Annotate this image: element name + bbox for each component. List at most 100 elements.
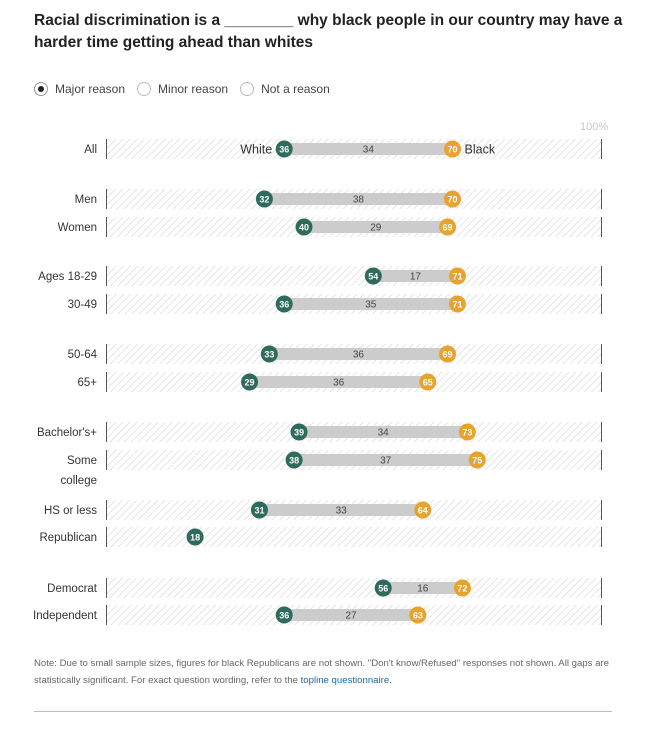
black-dot xyxy=(439,218,457,236)
gap-bar xyxy=(304,221,448,233)
black-dot xyxy=(444,140,461,158)
gap-value-label: 16 xyxy=(417,584,429,595)
row-label: Independent xyxy=(33,610,98,622)
black-dot xyxy=(448,295,466,313)
row-hatch-band xyxy=(106,578,601,598)
white-dot xyxy=(295,218,313,236)
white-dot xyxy=(275,140,293,158)
black-dot xyxy=(419,373,437,391)
gap-value-label: 17 xyxy=(410,272,422,283)
chart-row: Men 38 70 32 xyxy=(75,189,602,209)
white-dot xyxy=(260,345,278,363)
black-value-label: 75 xyxy=(472,455,482,465)
white-dot xyxy=(275,606,293,624)
white-series-label: White xyxy=(240,143,272,157)
gap-value-label: 36 xyxy=(353,350,365,361)
black-value-label: 69 xyxy=(443,222,453,232)
white-dot xyxy=(255,190,273,208)
white-dot xyxy=(285,451,303,469)
radio-checked-icon[interactable] xyxy=(34,82,48,96)
black-value-label: 71 xyxy=(452,271,462,281)
black-dot xyxy=(448,267,466,285)
row-label: 30-49 xyxy=(68,299,97,311)
white-value-label: 33 xyxy=(264,349,274,359)
white-dot xyxy=(275,295,293,313)
gap-bar xyxy=(383,582,463,594)
gap-value-label: 34 xyxy=(378,428,390,439)
black-value-label: 73 xyxy=(462,427,472,437)
white-value-label: 38 xyxy=(289,455,299,465)
white-value-label: 29 xyxy=(245,377,255,387)
black-value-label: 70 xyxy=(447,194,457,204)
gap-value-label: 33 xyxy=(336,506,348,517)
gap-bar xyxy=(299,426,468,438)
radio-unchecked-icon[interactable] xyxy=(137,82,152,96)
chart-row: Women 29 69 40 xyxy=(58,217,602,237)
chart-row: HS or less 33 64 31 xyxy=(44,500,602,520)
topline-questionnaire-link[interactable]: topline questionnaire xyxy=(300,675,390,686)
radio-unchecked-icon[interactable] xyxy=(240,82,255,96)
radio-major-reason-label: Major reason xyxy=(55,82,126,96)
gap-bar xyxy=(264,193,453,205)
chart-row: Democrat 16 72 56 xyxy=(47,578,602,598)
gap-bar xyxy=(249,376,428,388)
white-value-label: 39 xyxy=(294,427,304,437)
gap-value-label: 38 xyxy=(353,195,365,206)
white-value-label: 36 xyxy=(279,299,289,309)
white-value-label: 31 xyxy=(254,505,264,515)
row-label: All xyxy=(84,144,97,156)
row-label: Bachelor's+ xyxy=(37,427,97,439)
black-value-label: 70 xyxy=(447,144,457,154)
chart-row: All 34 70 Black 36 White xyxy=(84,139,602,159)
gap-value-label: 29 xyxy=(370,223,382,234)
white-dot xyxy=(250,501,268,519)
gap-bar xyxy=(259,504,423,516)
gap-bar xyxy=(373,270,458,282)
radio-not-a-reason-label: Not a reason xyxy=(261,82,330,96)
gap-bar xyxy=(284,609,418,621)
white-dot xyxy=(241,373,259,391)
chart-row: Republican 18 xyxy=(39,527,602,547)
chart-row: Bachelor's+ 34 73 39 xyxy=(37,422,602,442)
black-dot xyxy=(409,606,427,624)
row-label: 50-64 xyxy=(68,349,98,361)
gap-value-label: 34 xyxy=(363,145,375,156)
chart-title: Racial discrimination is a ________ why … xyxy=(34,12,623,51)
radio-minor-reason[interactable]: Minor reason xyxy=(137,82,228,96)
black-value-label: 72 xyxy=(457,583,467,593)
black-dot xyxy=(458,423,476,441)
radio-major-reason[interactable]: Major reason xyxy=(34,82,125,96)
black-dot xyxy=(414,501,432,519)
gap-value-label: 35 xyxy=(365,300,377,311)
gap-value-label: 37 xyxy=(380,456,392,467)
white-value-label: 54 xyxy=(368,271,378,281)
white-value-label: 36 xyxy=(279,610,289,620)
black-dot xyxy=(468,451,486,469)
gap-value-label: 36 xyxy=(333,378,345,389)
white-dot xyxy=(374,579,392,597)
white-dot xyxy=(186,528,204,546)
black-value-label: 71 xyxy=(452,299,462,309)
response-radio-group: Major reason Minor reason Not a reason xyxy=(34,82,342,96)
black-dot xyxy=(444,190,461,208)
black-value-label: 63 xyxy=(413,610,423,620)
radio-minor-reason-label: Minor reason xyxy=(158,82,229,96)
chart-row: 30-49 35 71 36 xyxy=(68,294,602,314)
gap-bar xyxy=(284,143,453,155)
black-value-label: 69 xyxy=(443,349,453,359)
chart-row: Some college 37 75 38 xyxy=(61,450,602,487)
gap-bar xyxy=(269,348,448,360)
row-label: 65+ xyxy=(77,377,97,389)
radio-not-a-reason[interactable]: Not a reason xyxy=(240,82,330,96)
black-value-label: 64 xyxy=(418,505,428,515)
gap-bar xyxy=(294,454,478,466)
row-label: HS or less xyxy=(44,505,97,517)
gap-value-label: 27 xyxy=(345,611,357,622)
chart-note: Note: Due to small sample sizes, figures… xyxy=(34,655,612,689)
row-label: Republican xyxy=(39,532,97,544)
white-value-label: 36 xyxy=(279,144,289,154)
row-hatch-band xyxy=(106,527,601,547)
black-series-label: Black xyxy=(465,143,496,157)
white-value-label: 56 xyxy=(378,583,388,593)
note-end: . xyxy=(389,675,392,686)
